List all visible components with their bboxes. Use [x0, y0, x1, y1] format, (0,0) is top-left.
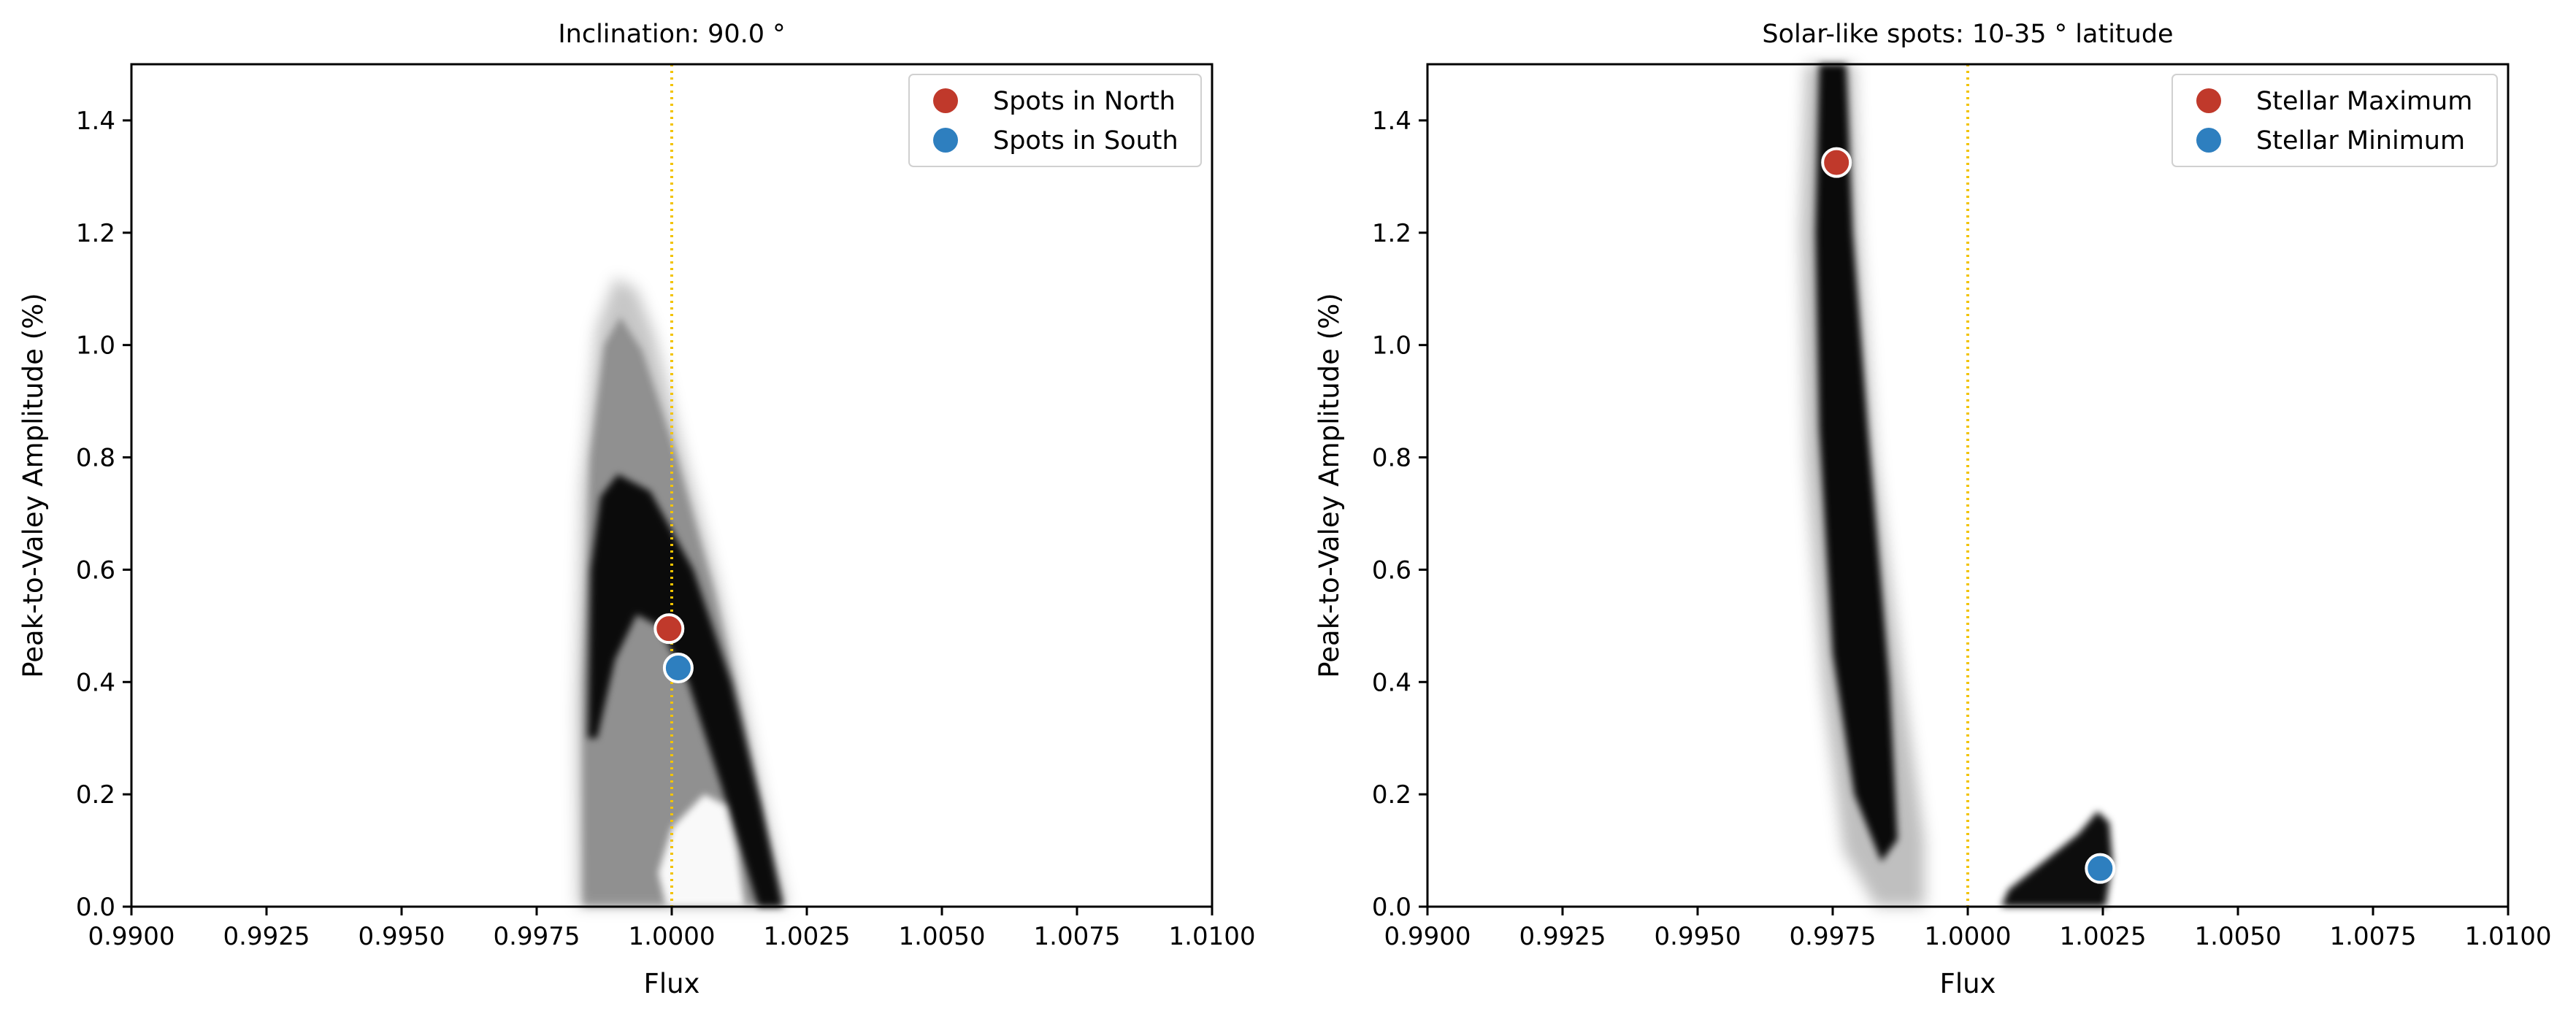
legend-right: Stellar Maximum Stellar Minimum [2171, 74, 2498, 167]
legend-label-north: Spots in North [993, 87, 1176, 116]
x-tick-label: 1.0075 [1034, 922, 1121, 951]
x-tick-label: 1.0050 [899, 922, 986, 951]
y-tick-label: 0.8 [76, 444, 115, 473]
x-tick-label: 1.0025 [764, 922, 851, 951]
x-tick-label: 0.9925 [223, 922, 310, 951]
right-panel: 0.9900 0.9925 0.9950 0.9975 1.0000 1.0025 1.00… [1314, 20, 2551, 999]
x-tick-label: 0.9900 [1384, 922, 1471, 951]
legend-box-left [908, 74, 1202, 167]
x-axis-label-right: Flux [1940, 968, 1996, 999]
data-point-spots-in-north [653, 613, 685, 645]
y-tick-label: 1.0 [76, 331, 115, 361]
y-tick-label: 1.2 [1372, 219, 1411, 248]
y-ticks-right: 0.0 0.2 0.4 0.6 0.8 1.0 1.2 1.4 [1372, 107, 1427, 922]
legend-label-south: Spots in South [993, 126, 1178, 155]
highlight-points-right [1821, 147, 2116, 884]
title-right: Solar-like spots: 10-35 ° latitude [1762, 20, 2173, 49]
legend-label-minimum: Stellar Minimum [2256, 126, 2465, 155]
x-tick-label: 0.9900 [88, 922, 175, 951]
x-tick-label: 1.0075 [2330, 922, 2417, 951]
x-ticks-right: 0.9900 0.9925 0.9950 0.9975 1.0000 1.0025 1.00… [1384, 907, 2552, 951]
legend-marker-north [933, 88, 958, 113]
x-ticks-left: 0.9900 0.9925 0.9950 0.9975 1.0000 1.0025 1.00… [88, 907, 1256, 951]
y-axis-label-left: Peak-to-Valey Amplitude (%) [18, 293, 49, 677]
scatter-cloud-left [575, 277, 789, 907]
data-point-spots-in-south [662, 653, 694, 684]
y-tick-label: 0.0 [1372, 893, 1411, 922]
x-tick-label: 1.0025 [2060, 922, 2147, 951]
x-tick-label: 1.0050 [2195, 922, 2282, 951]
y-tick-label: 0.8 [1372, 444, 1411, 473]
y-ticks-left: 0.0 0.2 0.4 0.6 0.8 1.0 1.2 1.4 [76, 107, 131, 922]
legend-label-maximum: Stellar Maximum [2256, 87, 2472, 116]
cloud-core-max [1815, 64, 1898, 862]
y-tick-label: 0.0 [76, 893, 115, 922]
cloud-wedge-min [2001, 811, 2113, 907]
x-tick-label: 1.0000 [629, 922, 716, 951]
scatter-cloud-right [1800, 64, 2113, 907]
x-tick-label: 0.9950 [359, 922, 445, 951]
cloud-dense-band [588, 474, 783, 907]
y-tick-label: 0.6 [76, 556, 115, 585]
left-panel: 0.9900 0.9925 0.9950 0.9975 1.0000 1.0025 1.00… [18, 20, 1255, 999]
legend-marker-maximum [2196, 88, 2221, 113]
y-tick-label: 1.2 [76, 219, 115, 248]
y-tick-label: 0.6 [1372, 556, 1411, 585]
cloud-gap [658, 794, 745, 907]
x-tick-label: 0.9975 [494, 922, 580, 951]
x-tick-label: 0.9950 [1655, 922, 1741, 951]
x-tick-label: 0.9925 [1519, 922, 1606, 951]
x-tick-label: 1.0100 [1169, 922, 1256, 951]
legend-box-right [2171, 74, 2498, 167]
x-axis-label-left: Flux [644, 968, 700, 999]
y-tick-label: 0.4 [1372, 668, 1411, 697]
y-tick-label: 1.0 [1372, 331, 1411, 361]
y-tick-label: 1.4 [76, 107, 115, 136]
legend-marker-south [933, 128, 958, 153]
legend-left: Spots in North Spots in South [908, 74, 1202, 167]
y-tick-label: 0.2 [1372, 780, 1411, 810]
y-tick-label: 1.4 [1372, 107, 1411, 136]
title-left: Inclination: 90.0 ° [558, 20, 785, 49]
x-tick-label: 1.0100 [2465, 922, 2552, 951]
highlight-points-left [653, 613, 694, 684]
x-tick-label: 1.0000 [1925, 922, 2012, 951]
legend-marker-minimum [2196, 128, 2221, 153]
y-tick-label: 0.4 [76, 668, 115, 697]
y-axis-label-right: Peak-to-Valey Amplitude (%) [1314, 293, 1345, 677]
y-tick-label: 0.2 [76, 780, 115, 810]
data-point-stellar-minimum [2085, 853, 2116, 884]
data-point-stellar-maximum [1821, 147, 1852, 178]
x-tick-label: 0.9975 [1790, 922, 1877, 951]
